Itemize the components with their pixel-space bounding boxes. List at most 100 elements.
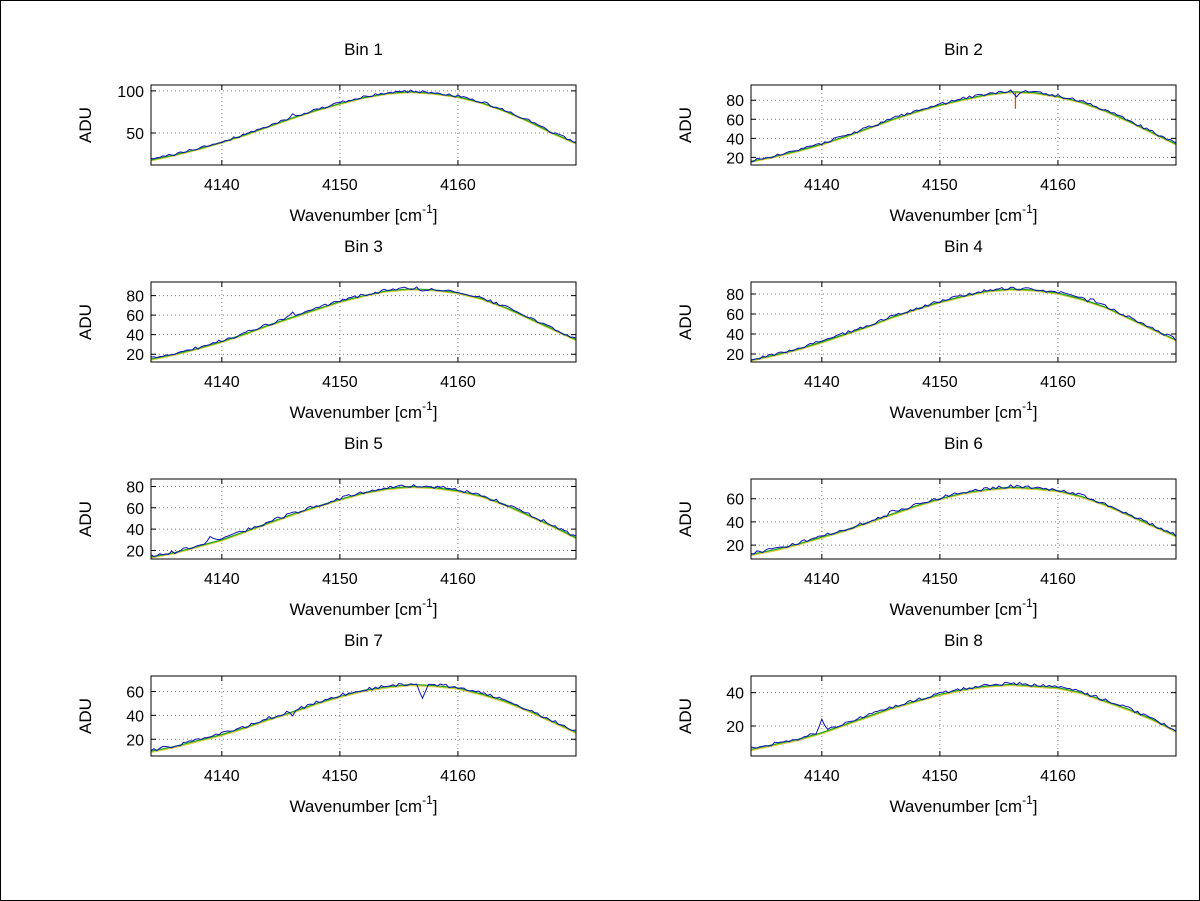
- x-tick-label: 4140: [204, 374, 240, 391]
- chart-svg: Bin 6 ADU 4140 4150 4160 20 40 60 Wavenumber [cm…: [676, 434, 1177, 619]
- chart-svg: Bin 7 ADU 4140 4150 4160 20 40 60 Wavenumber [cm…: [76, 631, 577, 816]
- x-tick-label: 4160: [440, 768, 476, 785]
- x-tick-label: 4150: [922, 374, 958, 391]
- y-tick-label: 40: [726, 515, 744, 532]
- chart-bin-5: Bin 5 ADU 4140 4150 4160 20 40 60 80 Wavenumber […: [1, 429, 601, 626]
- grid-lines: [751, 282, 1176, 362]
- chart-svg: Bin 4 ADU 4140 4150 4160 20 40 60 80 Wavenumber […: [676, 237, 1177, 422]
- series-fit-yellow: [750, 289, 1177, 362]
- x-axis-label-superscript: -1: [1022, 202, 1033, 216]
- x-tick-label: 4140: [204, 177, 240, 194]
- y-tick-label: 60: [726, 307, 744, 324]
- tick-marks: [151, 282, 576, 362]
- series-measured: [750, 484, 1177, 555]
- x-axis-label-end: ]: [433, 600, 438, 619]
- grid-lines: [751, 479, 1176, 559]
- y-tick-label: 20: [726, 347, 744, 364]
- chart-bin-7: Bin 7 ADU 4140 4150 4160 20 40 60 Wavenumber [cm…: [1, 626, 601, 823]
- chart-title: Bin 8: [944, 631, 983, 650]
- grid-lines: [751, 676, 1176, 756]
- tick-marks: [151, 85, 576, 165]
- x-axis-label-base: Wavenumber [cm: [290, 797, 423, 816]
- x-axis-label-end: ]: [1033, 206, 1038, 225]
- axes-box: [750, 675, 1177, 757]
- axes-box: [150, 281, 577, 363]
- x-axis-label: Wavenumber [cm-1]: [290, 399, 438, 422]
- y-axis-label: ADU: [76, 107, 95, 143]
- x-tick-label: 4140: [804, 768, 840, 785]
- y-axis-label: ADU: [676, 304, 695, 340]
- series-fit-yellow: [150, 486, 577, 559]
- x-tick-label: 4150: [922, 177, 958, 194]
- y-tick-label: 20: [126, 732, 144, 749]
- subplot-grid: Bin 1 ADU 4140 4150 4160 50 100 Wavenumber [cm-…: [1, 35, 1199, 823]
- x-axis-label: Wavenumber [cm-1]: [890, 596, 1038, 619]
- series-fit-green: [750, 683, 1177, 750]
- y-axis-label: ADU: [76, 698, 95, 734]
- x-axis-label-base: Wavenumber [cm: [290, 206, 423, 225]
- series-fit-yellow: [750, 92, 1177, 163]
- grid-lines: [151, 282, 576, 362]
- chart-svg: Bin 5 ADU 4140 4150 4160 20 40 60 80 Wavenumber […: [76, 434, 577, 619]
- x-tick-label: 4140: [804, 374, 840, 391]
- grid-lines: [151, 676, 576, 756]
- x-tick-label: 4150: [322, 571, 358, 588]
- chart-bin-6: Bin 6 ADU 4140 4150 4160 20 40 60 Wavenumber [cm…: [601, 429, 1199, 626]
- series-fit-green: [150, 683, 577, 752]
- chart-svg: Bin 8 ADU 4140 4150 4160 20 40 Wavenumber [cm-1…: [676, 631, 1177, 816]
- x-axis-label-base: Wavenumber [cm: [290, 600, 423, 619]
- x-tick-label: 4140: [804, 177, 840, 194]
- chart-bin-3: Bin 3 ADU 4140 4150 4160 20 40 60 80 Wavenumber […: [1, 232, 601, 429]
- chart-svg: Bin 3 ADU 4140 4150 4160 20 40 60 80 Wavenumber […: [76, 237, 577, 422]
- x-axis-label: Wavenumber [cm-1]: [290, 596, 438, 619]
- tick-marks: [751, 676, 1176, 756]
- x-axis-label-end: ]: [1033, 403, 1038, 422]
- series-fit-yellow: [150, 91, 577, 162]
- x-axis-label-superscript: -1: [1022, 793, 1033, 807]
- axes-box: [150, 675, 577, 757]
- x-tick-label: 4150: [322, 768, 358, 785]
- x-axis-label: Wavenumber [cm-1]: [890, 202, 1038, 225]
- x-axis-label-superscript: -1: [1022, 596, 1033, 610]
- tick-marks: [751, 479, 1176, 559]
- series-measured: [150, 683, 577, 752]
- series-fit-yellow: [750, 684, 1177, 752]
- x-axis-label-superscript: -1: [422, 596, 433, 610]
- x-axis-label-superscript: -1: [422, 202, 433, 216]
- x-tick-label: 4160: [1040, 571, 1076, 588]
- series-measured: [750, 286, 1177, 361]
- x-axis-label: Wavenumber [cm-1]: [890, 793, 1038, 816]
- chart-title: Bin 4: [944, 237, 983, 256]
- x-tick-label: 4160: [440, 374, 476, 391]
- y-tick-label: 20: [726, 719, 744, 736]
- series-fit-green: [150, 485, 577, 558]
- y-tick-label: 40: [126, 522, 144, 539]
- x-axis-label-end: ]: [433, 206, 438, 225]
- series-fit-green: [150, 288, 577, 360]
- chart-title: Bin 3: [344, 237, 383, 256]
- axes-box: [750, 84, 1177, 166]
- series-measured: [750, 89, 1177, 163]
- y-tick-label: 40: [126, 328, 144, 345]
- series-fit-yellow: [750, 487, 1177, 557]
- x-axis-label-superscript: -1: [422, 793, 433, 807]
- y-axis-label: ADU: [76, 304, 95, 340]
- y-tick-label: 100: [117, 84, 144, 101]
- y-tick-label: 60: [126, 501, 144, 518]
- x-tick-label: 4160: [1040, 768, 1076, 785]
- x-axis-label-end: ]: [433, 403, 438, 422]
- x-axis-label-base: Wavenumber [cm: [890, 797, 1023, 816]
- x-axis-label-base: Wavenumber [cm: [890, 206, 1023, 225]
- x-tick-label: 4150: [922, 768, 958, 785]
- x-axis-label-end: ]: [1033, 797, 1038, 816]
- chart-title: Bin 6: [944, 434, 983, 453]
- x-tick-label: 4140: [204, 768, 240, 785]
- x-tick-label: 4140: [804, 571, 840, 588]
- y-tick-label: 40: [726, 327, 744, 344]
- y-axis-label: ADU: [676, 107, 695, 143]
- y-tick-label: 50: [126, 126, 144, 143]
- x-axis-label-base: Wavenumber [cm: [290, 403, 423, 422]
- chart-bin-2: Bin 2 ADU 4140 4150 4160 20 40 60 80 Wavenumber […: [601, 35, 1199, 232]
- x-axis-label-superscript: -1: [1022, 399, 1033, 413]
